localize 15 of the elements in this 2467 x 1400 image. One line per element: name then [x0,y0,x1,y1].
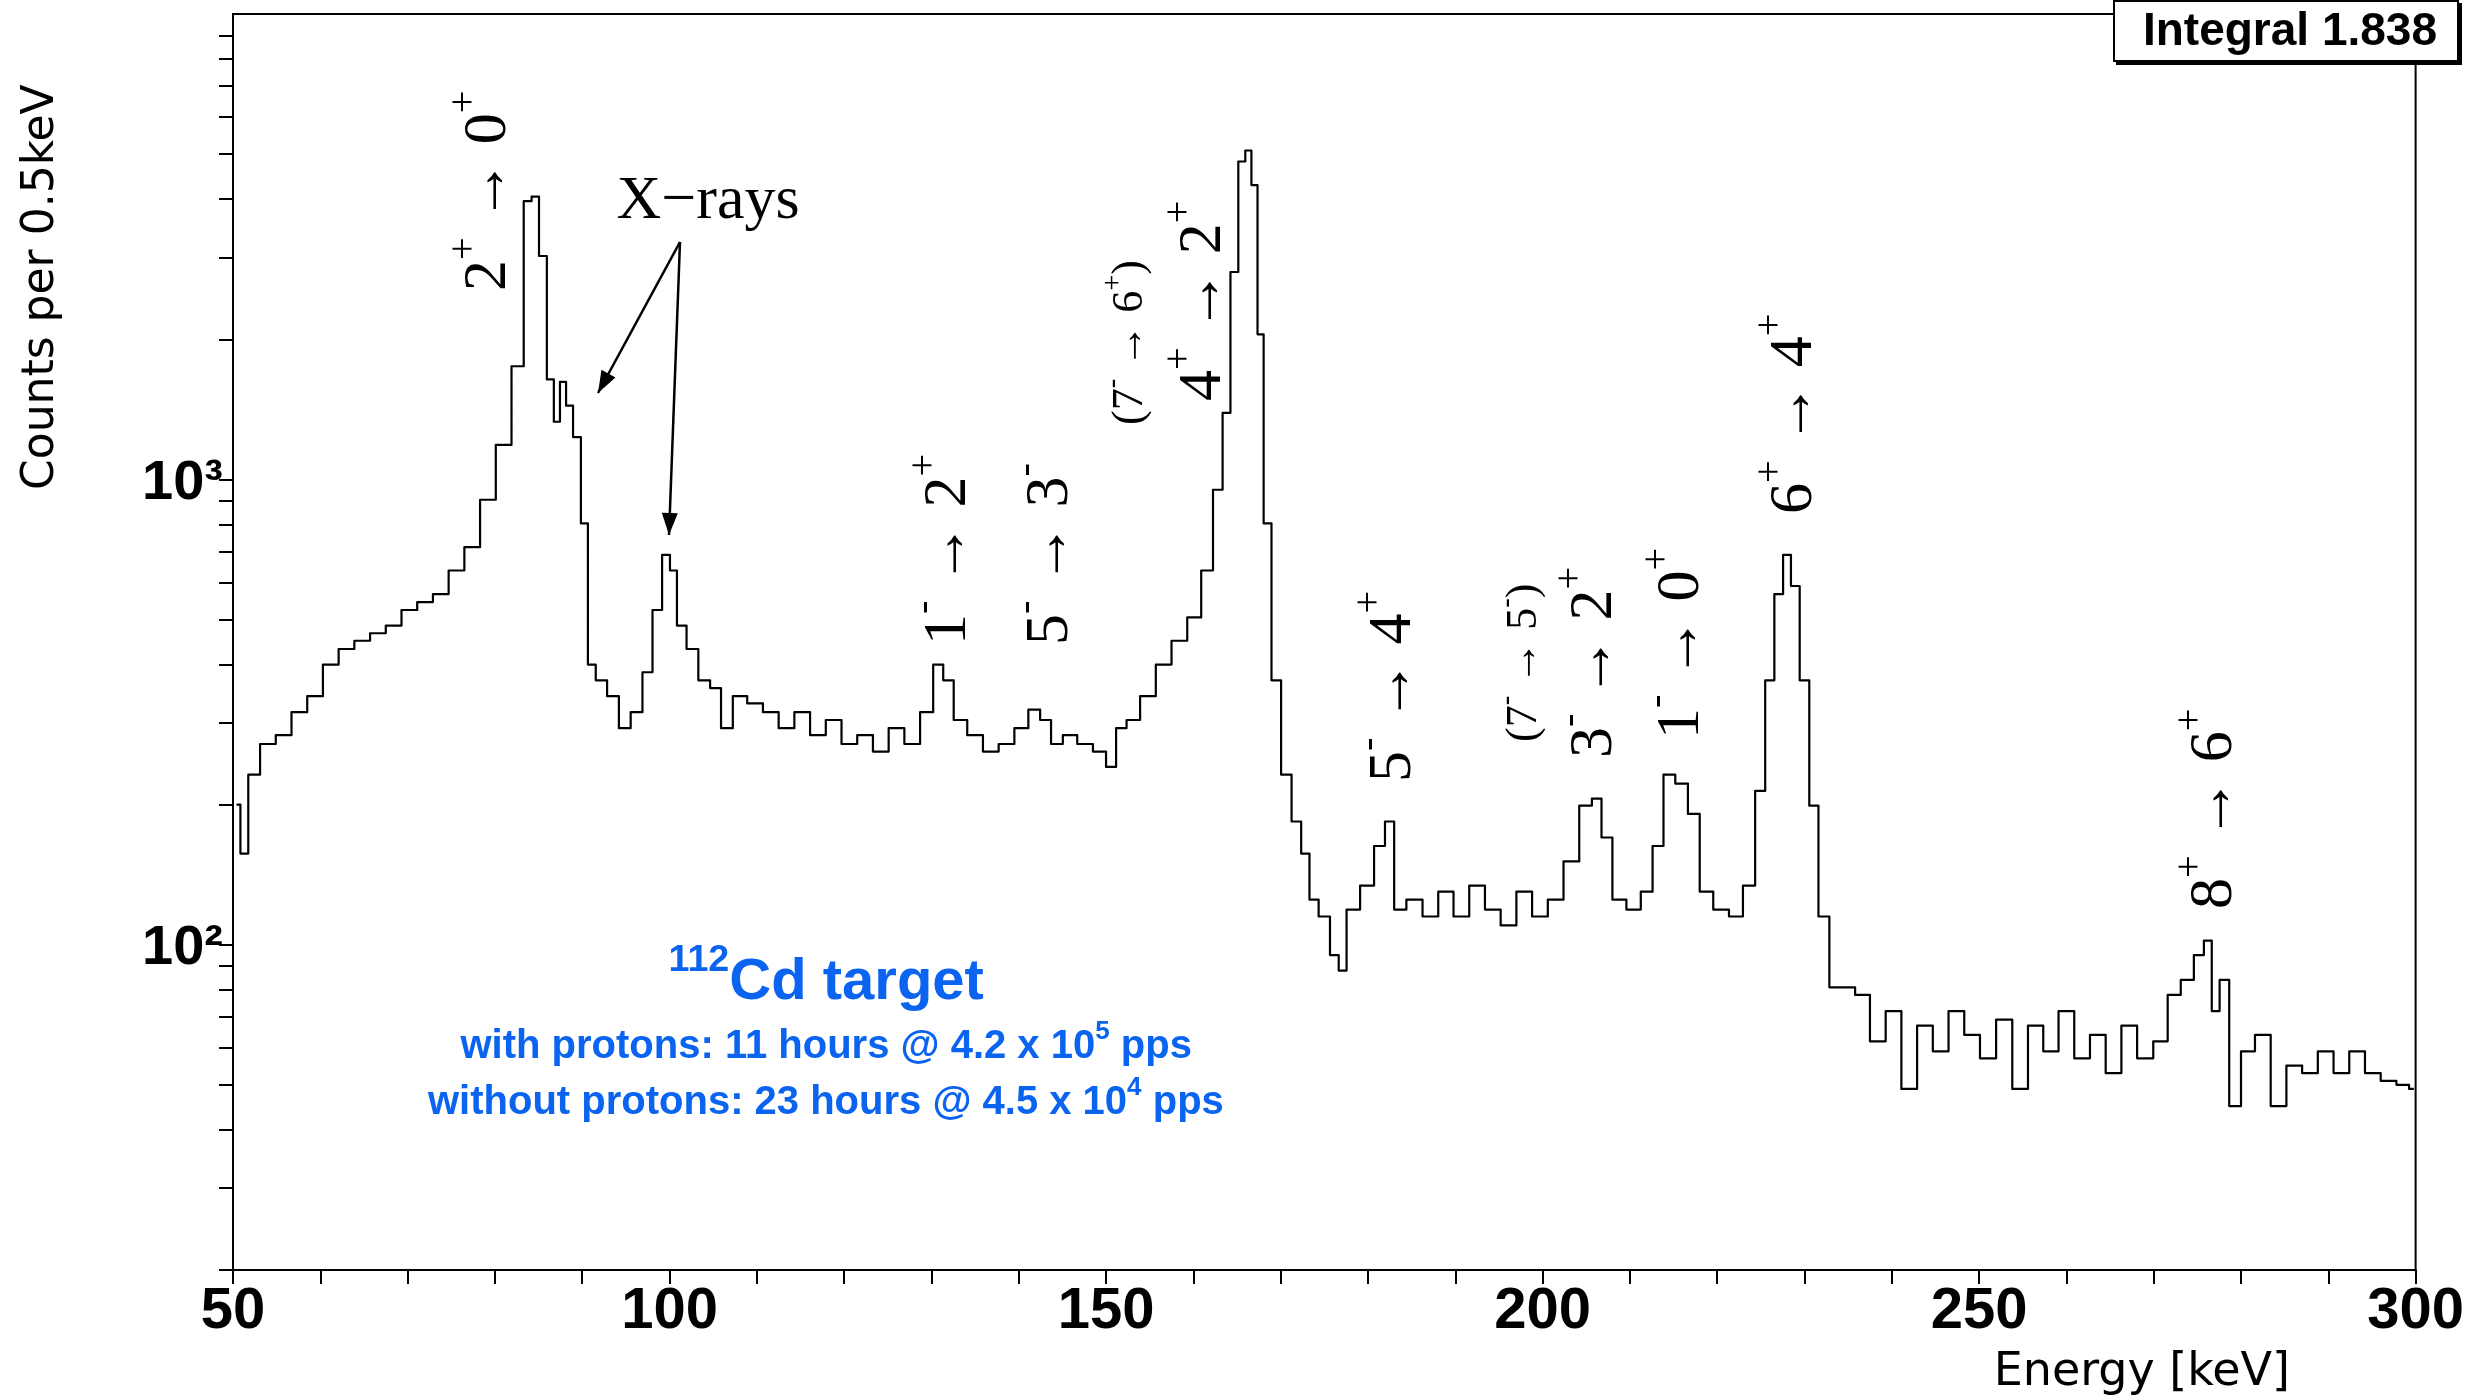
annotation: X−rays [616,161,800,233]
x-axis-title: Energy [keV] [1993,1342,2290,1396]
annotation: with protons: 11 hours @ 4.2 x 10$^{5}$ pps [460,1014,1192,1067]
y-tick-label: 10² [142,913,223,977]
x-tick-label: 300 [2367,1274,2465,1340]
x-tick-label: 150 [1057,1274,1155,1340]
x-tick-label: 100 [621,1274,718,1340]
x-tick-label: 50 [200,1274,266,1340]
annotation: without protons: 23 hours @ 4.5 x 10$^{4}$ pps [428,1070,1224,1123]
y-tick-label: 10³ [142,447,223,511]
x-tick-label: 250 [1930,1274,2028,1340]
annotation: $^{112}$Cd target [668,936,984,1012]
x-tick-label: 200 [1494,1274,1591,1340]
y-axis-title: Counts per 0.5keV [12,84,63,490]
annotation: Integral 1.838 [2112,0,2459,62]
